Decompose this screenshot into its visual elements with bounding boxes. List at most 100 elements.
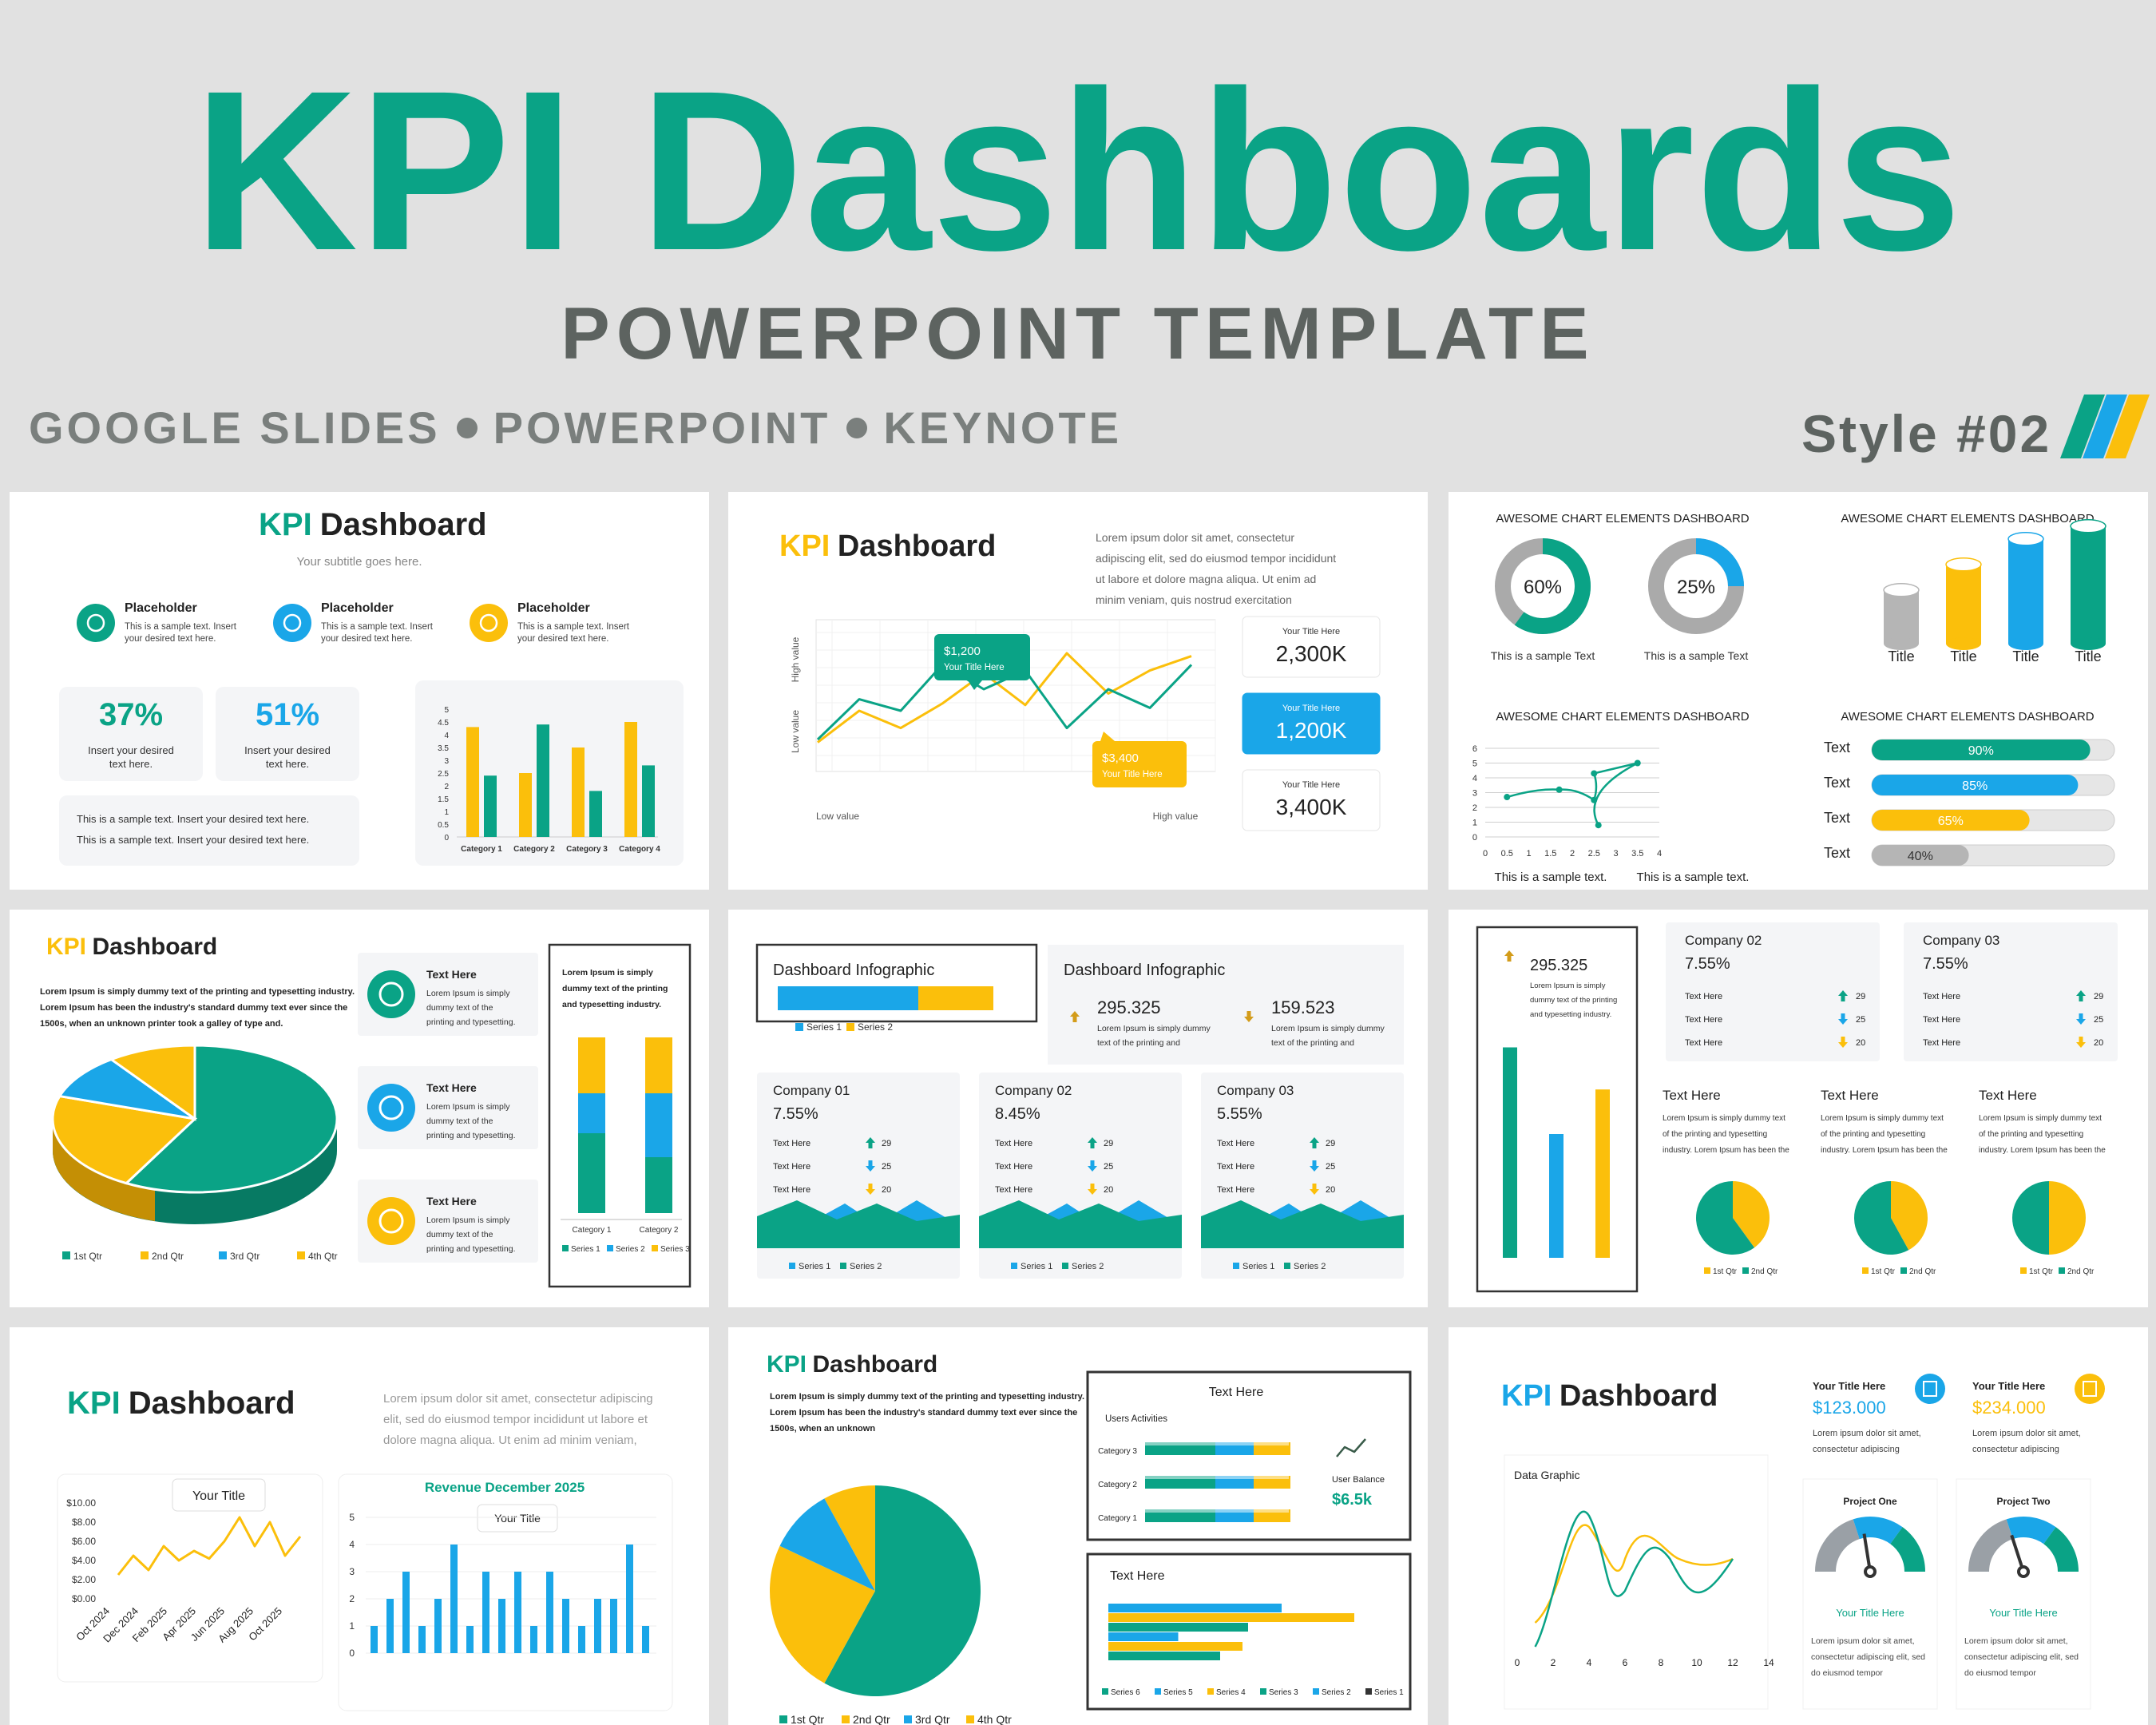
placeholder-text: your desired text here. (321, 634, 412, 644)
slide-9-canvas: KPI Dashboard Data Graphic 0 2 4 6 8 10 12 14 Your … (1501, 1374, 2105, 1710)
row-label: Text Here (1685, 1015, 1722, 1025)
revenue-bar (434, 1599, 442, 1653)
stat-text: text of the printing and (1097, 1038, 1180, 1048)
stats-card (1048, 945, 1404, 1065)
kpi-card-value: 1,200K (1276, 718, 1347, 743)
book-icon (273, 604, 311, 642)
slide-chart-elements[interactable]: AWESOME CHART ELEMENTS DASHBOARD AWESOME … (1449, 492, 2148, 890)
mountain-teal (1201, 1200, 1404, 1248)
slide-kpi-pie-3d[interactable]: KPI Dashboard Lorem Ipsum is simply dummy … (10, 910, 709, 1307)
legend-label: Series 2 (1294, 1262, 1326, 1271)
column-text: industry. Lorem Ipsum has been the (1663, 1146, 1789, 1155)
stat-bar (1503, 1047, 1517, 1258)
card-label: Your Title Here (1972, 1380, 2045, 1392)
y-tick: 1 (349, 1620, 355, 1632)
row-label: Text Here (1685, 992, 1722, 1001)
slide-company-stats[interactable]: 295.325 Lorem Ipsum is simply dummy text o… (1449, 910, 2148, 1307)
legend-label: 3rd Qtr (915, 1713, 950, 1725)
revenue-bar (642, 1626, 649, 1653)
x-tick: 10 (1691, 1657, 1702, 1668)
y-tick: 1 (444, 808, 449, 817)
icon-glyph (378, 1208, 404, 1234)
company-pct: 7.55% (773, 1105, 818, 1123)
column-text: of the printing and typesetting (1821, 1130, 1925, 1139)
row-value: 20 (882, 1185, 891, 1195)
donut-value: 25% (1677, 577, 1715, 598)
column-title: Text Here (1979, 1088, 2037, 1103)
row-label: Text Here (1217, 1162, 1254, 1172)
kpi-word: KPI (779, 529, 830, 563)
panel-heading: AWESOME CHART ELEMENTS DASHBOARD (1496, 512, 1749, 525)
row-value: 29 (1856, 992, 1865, 1001)
slide-kpi-gauges[interactable]: KPI Dashboard Data Graphic 0 2 4 6 8 10 12 14 Your … (1449, 1327, 2148, 1725)
series-bar (1108, 1632, 1179, 1641)
company-pct: 5.55% (1217, 1105, 1262, 1123)
cylinder-top (2007, 532, 2044, 546)
legend-swatch (652, 1245, 658, 1251)
progress-label: Text (1824, 740, 1850, 755)
line-chart-card (57, 1473, 323, 1683)
cylinder-body (1946, 564, 1981, 644)
yellow-series-line (817, 652, 1192, 744)
search-icon (77, 604, 115, 642)
x-axis-label: Low value (816, 811, 859, 822)
legend-swatch (1313, 1688, 1319, 1695)
row-value: 25 (1104, 1162, 1113, 1172)
category-label: Category 2 (1098, 1481, 1137, 1489)
slide-kpi-users[interactable]: KPI Dashboard Lorem Ipsum is simply dummy … (728, 1327, 1428, 1725)
body-text: 1500s, when an unknown (770, 1424, 875, 1434)
cylinder-base (1884, 637, 1919, 650)
qtr-pie-slice-3 (779, 1498, 875, 1591)
x-tick: 1.5 (1544, 849, 1556, 859)
tooltip-label: Your Title (494, 1512, 541, 1525)
row-label: Text Here (1217, 1139, 1254, 1148)
item-text: Lorem Ipsum is simply (426, 989, 510, 998)
gauge-text: do eiusmod tempor (1811, 1668, 1883, 1678)
legend-label: Series 1 (1374, 1688, 1404, 1697)
body-text: Lorem Ipsum is simply dummy text of the … (40, 987, 355, 997)
donut-caption: This is a sample Text (1644, 649, 1749, 662)
column-pie-slice-2 (1854, 1181, 1909, 1255)
kpi-card-label: Your Title Here (1282, 627, 1340, 636)
main-title: KPI Dashboards (193, 44, 1963, 298)
row-value: 29 (882, 1139, 891, 1148)
slide-kpi-dashboard-2[interactable]: KPI Dashboard Lorem ipsum dolor sit amet, … (728, 492, 1428, 890)
legend-label: Series 2 (858, 1021, 893, 1033)
stat-value: 37% (99, 697, 163, 732)
y-tick: 2 (1472, 803, 1477, 813)
card-value: $123.000 (1813, 1398, 1886, 1418)
slide-kpi-dashboard-1[interactable]: KPI Dashboard Your subtitle goes here. Plac… (10, 492, 709, 890)
kpi-word: KPI (767, 1351, 807, 1378)
trend-icon (1336, 1438, 1366, 1457)
row-label: Text Here (1217, 1185, 1254, 1195)
big-text: and typesetting industry. (1530, 1010, 1611, 1019)
legend-label: Series 2 (616, 1245, 645, 1254)
legend-swatch (2020, 1267, 2027, 1274)
company-card (1904, 922, 2118, 1061)
item-title: Text Here (426, 1081, 477, 1094)
body-text: Lorem Ipsum is simply dummy text of the … (770, 1392, 1084, 1402)
slide-kpi-revenue[interactable]: KPI Dashboard Lorem ipsum dolor sit amet, … (10, 1327, 709, 1725)
legend-swatch (779, 1715, 787, 1723)
dashboard-word: Dashboard (320, 507, 487, 542)
tooltip-box (477, 1504, 558, 1533)
stat-text: Lorem Ipsum is simply dummy (1271, 1024, 1385, 1033)
gauge-title: Project Two (1996, 1496, 2050, 1507)
stat-label: Insert your desired (88, 744, 174, 756)
y-tick: 4 (349, 1539, 355, 1550)
y-tick: 2.5 (438, 770, 449, 779)
revenue-bar (594, 1599, 601, 1653)
series-bar (1108, 1623, 1248, 1632)
row-label: Text Here (1923, 1038, 1960, 1048)
slide-4-canvas: KPI Dashboard Lorem Ipsum is simply dummy … (40, 934, 692, 1288)
scatter-point (1595, 822, 1602, 829)
lorem-text: Lorem ipsum dolor sit amet, consectetur (1096, 531, 1294, 544)
row-label: Text Here (1685, 1038, 1722, 1048)
legend-label: 1st Qtr (791, 1713, 824, 1725)
legend-label: Series 1 (1242, 1262, 1274, 1271)
row-label: Text Here (773, 1162, 810, 1172)
arrow-down-icon (1838, 1037, 1848, 1048)
slide-dashboard-infographic[interactable]: Dashboard Infographic Series 1 Series 2 Das… (728, 910, 1428, 1307)
kpi-card (1242, 692, 1381, 755)
infographic-title: Dashboard Infographic (773, 962, 934, 979)
